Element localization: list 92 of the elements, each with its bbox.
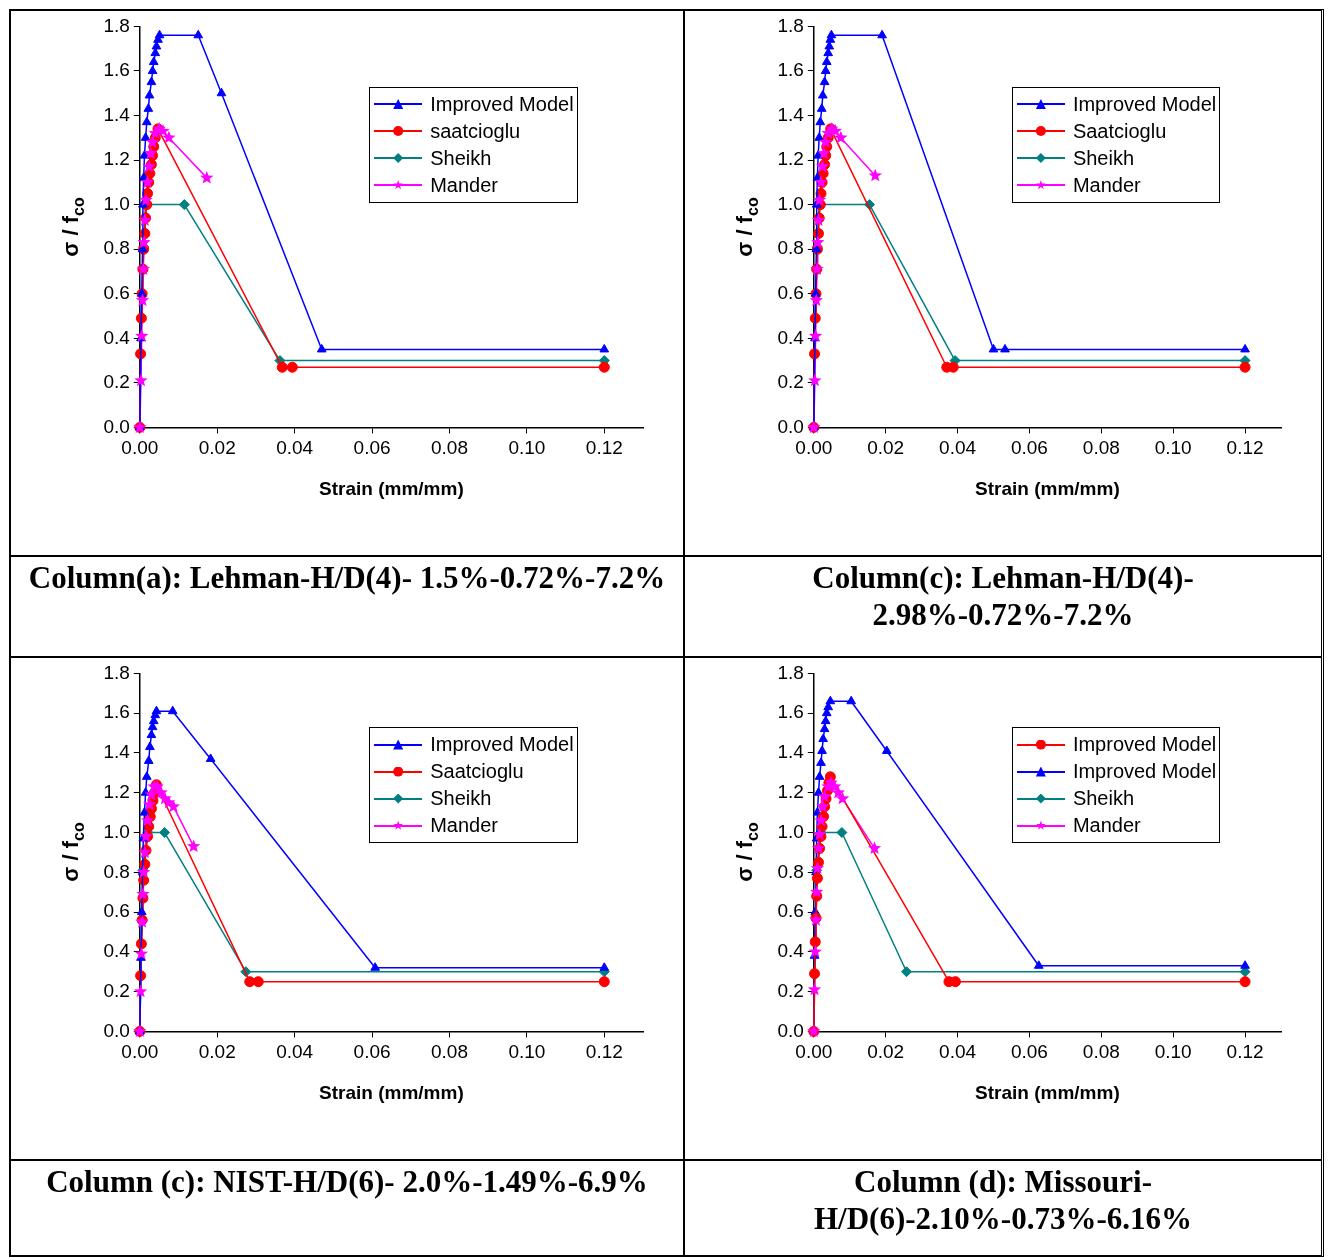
x-axis-title: Strain (mm/mm) [319, 477, 464, 499]
legend-label: Improved Model [1072, 92, 1217, 116]
y-tick-label: 1.6 [103, 701, 130, 723]
y-tick-label: 1.6 [777, 701, 804, 723]
legend-label: Improved Model [430, 733, 574, 757]
y-tick-label: 0.6 [103, 900, 130, 922]
x-tick-label: 0.06 [1010, 437, 1048, 459]
x-tick-label: 0.00 [121, 1041, 159, 1063]
y-tick-label: 1.4 [777, 103, 805, 125]
x-tick-label: 0.12 [585, 437, 623, 459]
y-tick-label: 0.4 [777, 326, 805, 348]
x-tick-label: 0.00 [121, 437, 159, 459]
x-tick-label: 0.10 [1154, 1041, 1192, 1063]
y-tick-label: 1.6 [777, 59, 804, 81]
y-tick-label: 0.2 [103, 979, 130, 1001]
text: Column(c): Lehman-H/D(4)- 2.98%-0.72%-7.2% [684, 556, 1322, 657]
y-tick-label: 0.6 [777, 281, 804, 303]
y-tick-label: 1.0 [777, 192, 804, 214]
y-tick-label: 0.0 [103, 1019, 130, 1041]
x-tick-label: 0.04 [276, 1041, 314, 1063]
y-tick-label: 1.2 [103, 780, 130, 802]
legend-label: Sheikh [1072, 787, 1135, 811]
x-tick-label: 0.08 [1082, 437, 1120, 459]
x-axis-title: Strain (mm/mm) [975, 1081, 1120, 1103]
legend-label: Sheikh [1072, 146, 1135, 170]
x-axis-title: Strain (mm/mm) [319, 1081, 464, 1103]
legend-label: saatcioglu [430, 119, 521, 143]
y-tick-label: 0.2 [103, 371, 130, 393]
y-tick-label: 0.6 [103, 281, 130, 303]
x-tick-label: 0.02 [198, 1041, 236, 1063]
x-tick-label: 0.10 [1154, 437, 1192, 459]
y-tick-label: 0.0 [777, 415, 804, 437]
y-tick-label: 1.0 [103, 820, 130, 842]
legend-label: Mander [430, 173, 498, 197]
y-tick-label: 0.8 [103, 860, 130, 882]
y-tick-label: 0.8 [103, 237, 130, 259]
x-axis-title: Strain (mm/mm) [975, 477, 1120, 499]
x-tick-label: 0.04 [939, 1041, 977, 1063]
y-tick-label: 1.8 [777, 14, 804, 36]
y-tick-label: 0.4 [103, 940, 131, 962]
y-tick-label: 1.6 [103, 59, 130, 81]
x-tick-label: 0.12 [585, 1041, 623, 1063]
y-tick-label: 1.4 [103, 741, 131, 763]
x-tick-label: 0.00 [795, 1041, 833, 1063]
legend-label: Sheikh [430, 146, 492, 170]
x-tick-label: 0.06 [353, 1041, 391, 1063]
x-tick-label: 0.08 [430, 437, 468, 459]
legend-label: Mander [1072, 814, 1141, 838]
x-tick-label: 0.02 [198, 437, 236, 459]
legend-label: Improved Model [430, 92, 574, 116]
y-tick-label: 0.2 [777, 979, 804, 1001]
y-tick-label: 1.4 [777, 741, 805, 763]
y-tick-label: 1.4 [103, 103, 131, 125]
y-tick-label: 1.2 [777, 148, 804, 170]
x-tick-label: 0.00 [795, 437, 833, 459]
y-tick-label: 1.8 [103, 661, 130, 683]
y-tick-label: 0.4 [777, 940, 805, 962]
text: Column(a): Lehman-H/D(4)- 1.5%-0.72%-7.2% [10, 556, 684, 657]
x-tick-label: 0.02 [867, 1041, 905, 1063]
x-tick-label: 0.10 [508, 1041, 546, 1063]
legend-label: Saatcioglu [1072, 119, 1167, 143]
x-tick-label: 0.12 [1226, 437, 1264, 459]
x-tick-label: 0.10 [508, 437, 546, 459]
text: Column (c): NIST-H/D(6)- 2.0%-1.49%-6.9% [10, 1160, 684, 1256]
y-tick-label: 1.8 [777, 661, 804, 683]
y-tick-label: 0.0 [103, 415, 130, 437]
y-tick-label: 1.0 [777, 820, 804, 842]
legend-label: Mander [1072, 173, 1141, 197]
y-tick-label: 1.0 [103, 192, 130, 214]
legend-label: Sheikh [430, 787, 492, 811]
x-tick-label: 0.02 [867, 437, 905, 459]
legend-label: Saatcioglu [430, 760, 524, 784]
x-tick-label: 0.04 [939, 437, 977, 459]
y-tick-label: 0.8 [777, 237, 804, 259]
x-tick-label: 0.08 [1082, 1041, 1120, 1063]
legend-label: Mander [430, 814, 498, 838]
x-tick-label: 0.04 [276, 437, 314, 459]
x-tick-label: 0.08 [430, 1041, 468, 1063]
y-tick-label: 0.4 [103, 326, 131, 348]
legend-label: Improved Model [1072, 760, 1217, 784]
x-tick-label: 0.06 [1010, 1041, 1048, 1063]
text: Column (d): Missouri-H/D(6)-2.10%-0.73%-6.16% [684, 1160, 1322, 1256]
y-tick-label: 1.2 [103, 148, 130, 170]
y-tick-label: 0.2 [777, 371, 804, 393]
x-tick-label: 0.06 [353, 437, 391, 459]
x-tick-label: 0.12 [1226, 1041, 1264, 1063]
legend-label: Improved Model [1072, 733, 1217, 757]
y-tick-label: 0.6 [777, 900, 804, 922]
y-tick-label: 1.2 [777, 780, 804, 802]
y-tick-label: 0.8 [777, 860, 804, 882]
y-tick-label: 1.8 [103, 14, 130, 36]
y-tick-label: 0.0 [777, 1019, 804, 1041]
